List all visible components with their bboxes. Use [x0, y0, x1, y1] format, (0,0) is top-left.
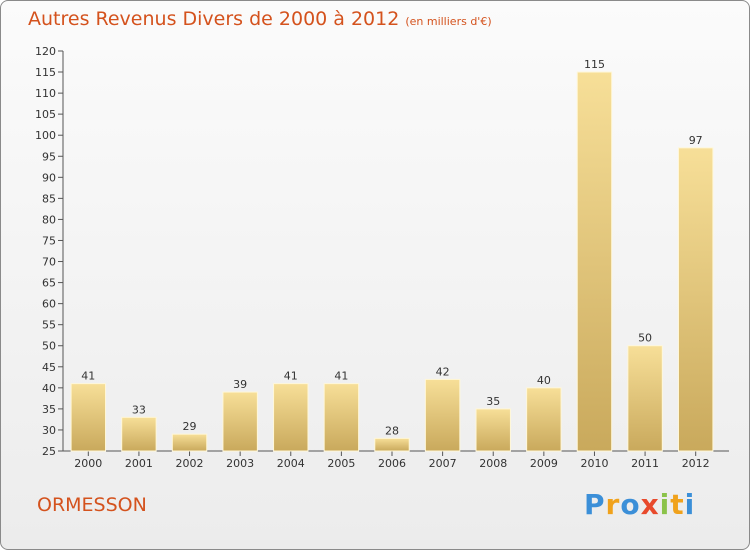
x-tick-label: 2003	[226, 457, 254, 470]
value-label: 41	[284, 370, 298, 383]
bar	[475, 408, 511, 452]
bars: 41 33 29 39 41 41 28 42 35 40 115 50 97	[70, 58, 714, 452]
x-tick-label: 2012	[682, 457, 710, 470]
chart-title: Autres Revenus Divers de 2000 à 2012	[28, 8, 400, 30]
x-tick-label: 2008	[479, 457, 507, 470]
bar	[526, 387, 562, 452]
brand-logo: Proxiti	[584, 488, 695, 521]
value-label: 28	[385, 424, 399, 437]
x-tick-label: 2011	[631, 457, 659, 470]
value-label: 41	[334, 370, 348, 383]
y-axis: 25 30 35 40 45 50 55 60 65 70 75 80 85 90 95 100 105 110 1…	[35, 45, 64, 458]
y-tick-label: 25	[42, 445, 56, 458]
y-tick-label: 70	[42, 256, 56, 269]
brand-letter: o	[620, 488, 641, 521]
bar	[121, 416, 157, 452]
y-tick-label: 80	[42, 213, 56, 226]
bar	[323, 383, 360, 452]
value-label: 33	[132, 403, 146, 416]
bar	[171, 433, 208, 452]
y-tick-label: 35	[42, 403, 56, 416]
brand-letter: i	[684, 488, 696, 521]
x-tick-label: 2009	[530, 457, 558, 470]
brand-letter: r	[605, 488, 621, 521]
y-tick-label: 95	[42, 150, 56, 163]
value-label: 40	[537, 374, 551, 387]
x-axis: 2000 2001 2002 2003 2004 2005 2006 2007 2008 2009…	[63, 450, 729, 470]
bar	[424, 378, 461, 452]
y-tick-label: 30	[42, 424, 56, 437]
y-tick-label: 90	[42, 171, 56, 184]
value-label: 42	[436, 365, 450, 378]
y-tick-label: 120	[35, 45, 56, 58]
value-label: 35	[486, 395, 500, 408]
chart-subtitle: (en milliers d'€)	[405, 15, 492, 28]
value-label: 97	[689, 134, 703, 147]
x-tick-label: 2000	[74, 457, 102, 470]
y-tick-label: 115	[35, 66, 56, 79]
x-tick-label: 2004	[277, 457, 305, 470]
bar	[222, 391, 258, 452]
y-tick-label: 75	[42, 234, 56, 247]
x-tick-label: 2001	[125, 457, 153, 470]
y-tick-label: 45	[42, 361, 56, 374]
y-tick-label: 65	[42, 277, 56, 290]
bar	[374, 437, 410, 452]
value-label: 115	[584, 58, 605, 71]
brand-letter: P	[584, 488, 606, 521]
bar	[677, 147, 714, 452]
value-label: 50	[638, 332, 652, 345]
x-tick-label: 2005	[327, 457, 355, 470]
value-label: 29	[183, 420, 197, 433]
y-tick-label: 50	[42, 340, 56, 353]
y-tick-label: 55	[42, 319, 56, 332]
brand-letter: x	[640, 488, 660, 521]
x-tick-label: 2010	[580, 457, 608, 470]
bar	[70, 383, 107, 452]
x-tick-label: 2006	[378, 457, 406, 470]
y-tick-label: 85	[42, 192, 56, 205]
x-tick-label: 2007	[429, 457, 457, 470]
y-tick-label: 105	[35, 108, 56, 121]
place-name: ORMESSON	[37, 494, 147, 516]
y-tick-label: 60	[42, 298, 56, 311]
y-tick-label: 100	[35, 129, 56, 142]
y-tick-label: 40	[42, 382, 56, 395]
brand-letter: i	[659, 488, 671, 521]
title-row: Autres Revenus Divers de 2000 à 2012 (en …	[28, 8, 492, 30]
y-tick-label: 110	[35, 87, 56, 100]
bar	[273, 383, 309, 452]
value-label: 39	[233, 378, 247, 391]
x-tick-label: 2002	[176, 457, 204, 470]
bar	[576, 71, 613, 452]
bar	[627, 345, 663, 452]
value-label: 41	[81, 370, 95, 383]
brand-letter: t	[670, 488, 685, 521]
